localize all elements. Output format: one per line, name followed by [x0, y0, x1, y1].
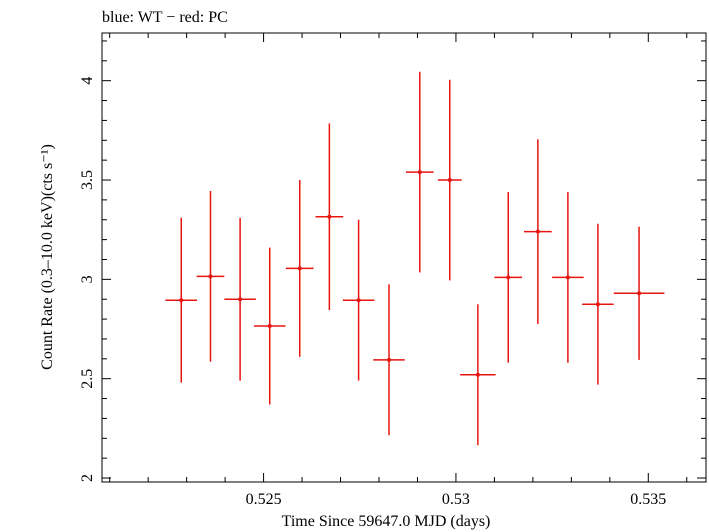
data-point	[196, 190, 225, 362]
data-marker	[447, 178, 452, 183]
y-tick-label: 4	[79, 77, 96, 85]
data-point	[315, 123, 344, 311]
data-point	[460, 304, 496, 446]
plot-area	[165, 71, 665, 446]
data-marker	[179, 298, 184, 303]
data-point	[552, 191, 584, 363]
data-marker	[475, 372, 480, 377]
data-point	[342, 219, 375, 381]
data-point	[405, 71, 434, 273]
data-point	[373, 284, 405, 436]
data-point	[437, 79, 462, 281]
x-tick-label: 0.53	[442, 491, 470, 508]
data-marker	[297, 266, 302, 271]
data-marker	[417, 170, 422, 175]
data-marker	[208, 274, 213, 279]
data-point	[524, 139, 552, 325]
data-marker	[267, 324, 272, 329]
data-point	[582, 223, 614, 385]
y-tick-label: 2.5	[79, 369, 96, 389]
data-point	[285, 180, 314, 357]
x-axis-label: Time Since 59647.0 MJD (days)	[282, 513, 491, 530]
x-axis: 0.525 0.53 0.535	[109, 33, 688, 508]
data-marker	[238, 297, 243, 302]
data-point	[494, 191, 523, 363]
y-axis-label: Count Rate (0.3–10.0 keV)(cts s⁻¹)	[39, 144, 56, 370]
data-point	[253, 247, 286, 405]
x-tick-label: 0.525	[246, 491, 282, 508]
data-marker	[535, 229, 540, 234]
data-point	[613, 226, 665, 360]
x-tick-label: 0.535	[630, 491, 666, 508]
y-axis: 2 2.5 3 3.5 4	[79, 40, 706, 482]
y-tick-label: 3.5	[79, 170, 96, 190]
data-marker	[565, 275, 570, 280]
plot-frame	[101, 32, 707, 483]
chart-title: blue: WT − red: PC	[102, 9, 228, 26]
y-tick-label: 2	[79, 474, 96, 482]
y-tick-label: 3	[79, 275, 96, 283]
data-marker	[356, 298, 361, 303]
data-point	[165, 217, 198, 383]
data-marker	[386, 357, 391, 362]
data-marker	[637, 291, 642, 296]
data-marker	[595, 302, 600, 307]
data-point	[224, 217, 256, 381]
data-marker	[506, 275, 511, 280]
data-marker	[327, 214, 332, 219]
